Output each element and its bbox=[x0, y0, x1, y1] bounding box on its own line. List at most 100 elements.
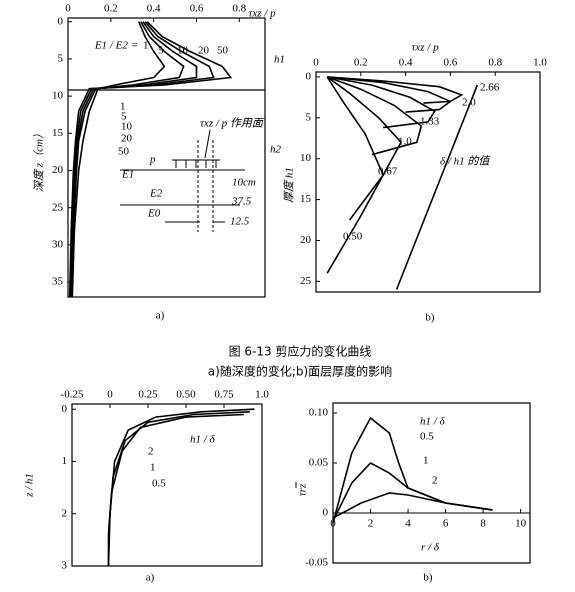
y-axis-label: τrz bbox=[297, 483, 309, 496]
curve-label: 20 bbox=[198, 45, 210, 57]
x-tick-label: 4 bbox=[405, 518, 411, 530]
annotation: h1 bbox=[274, 54, 285, 66]
y-tick-label: 15 bbox=[52, 127, 64, 139]
curve bbox=[70, 21, 185, 298]
curve-label: 50 bbox=[118, 146, 130, 158]
curve-label: 5 bbox=[121, 111, 127, 123]
x-tick-label: 1.0 bbox=[255, 389, 269, 401]
curve bbox=[332, 492, 493, 519]
annotation: 37.5 bbox=[231, 196, 252, 208]
curve-label: 1.0 bbox=[398, 136, 412, 148]
curve bbox=[332, 416, 493, 524]
x-tick-label: 2 bbox=[368, 518, 374, 530]
curve-label: 1 bbox=[143, 40, 149, 52]
y-tick-label: 2 bbox=[62, 507, 68, 519]
x-tick-label: 6 bbox=[443, 518, 449, 530]
y-tick-label: 20 bbox=[52, 164, 64, 176]
annotation: E1 bbox=[121, 169, 134, 181]
x-tick-label: 0.8 bbox=[232, 3, 246, 15]
y-tick-label: 10 bbox=[300, 152, 312, 164]
annotation: E1 / E2 = bbox=[94, 40, 138, 52]
y-tick-label: 20 bbox=[300, 234, 312, 246]
x-tick-label: 0.2 bbox=[104, 3, 118, 15]
x-tick-label: 0.6 bbox=[444, 57, 458, 69]
y-tick-label: 0.10 bbox=[309, 407, 329, 419]
annotation: h1 / δ bbox=[190, 434, 216, 446]
x-tick-label: 0.50 bbox=[176, 389, 196, 401]
annotation: δ / h1 的值 bbox=[440, 155, 491, 168]
curve bbox=[69, 21, 198, 298]
plot-frame bbox=[315, 71, 541, 293]
curve bbox=[68, 21, 233, 298]
annotation: E0 bbox=[147, 208, 161, 220]
x-tick-label: 0.6 bbox=[190, 3, 204, 15]
curve bbox=[327, 76, 436, 129]
y-tick-label: 1 bbox=[62, 455, 68, 467]
y-tick-label: 5 bbox=[58, 52, 64, 64]
y-tick-label: 0 bbox=[323, 507, 329, 519]
curve-label: 5 bbox=[158, 45, 164, 57]
x-tick-label: -0.25 bbox=[61, 389, 84, 401]
x-tick-label: 10 bbox=[515, 518, 527, 530]
curve-label: 1 bbox=[423, 455, 429, 467]
curve bbox=[107, 413, 244, 566]
y-tick-label: -0.05 bbox=[305, 557, 328, 569]
curve-label: 0.5 bbox=[420, 431, 434, 443]
plot-frame bbox=[332, 402, 531, 564]
annotation: E2 bbox=[149, 188, 163, 200]
y-tick-label: 0 bbox=[62, 403, 68, 415]
curve-label: 10 bbox=[121, 121, 133, 133]
x-tick-label: 0 bbox=[313, 57, 319, 69]
annotation: h1 / δ bbox=[420, 416, 446, 428]
curve bbox=[395, 84, 479, 290]
annotation: h2 bbox=[270, 144, 282, 156]
y-axis-label: 厚度 h1 bbox=[283, 167, 296, 203]
y-tick-label: 25 bbox=[300, 275, 312, 287]
curve-label: 0.50 bbox=[343, 231, 363, 243]
curve bbox=[107, 411, 250, 567]
x-axis-label: r / δ bbox=[421, 542, 440, 554]
y-tick-label: 0 bbox=[306, 70, 312, 82]
y-tick-label: 15 bbox=[300, 193, 312, 205]
curve-label: 2.66 bbox=[480, 82, 500, 94]
curve-label: 10 bbox=[177, 45, 189, 57]
curve bbox=[107, 408, 255, 567]
x-axis-label: τxz / p bbox=[411, 42, 439, 54]
x-axis-label: τxz / p bbox=[248, 8, 276, 20]
plot-frame bbox=[67, 17, 266, 298]
x-tick-label: 0.25 bbox=[138, 389, 158, 401]
curve-label: 1.33 bbox=[420, 116, 440, 128]
curve-label: 20 bbox=[121, 133, 133, 145]
x-tick-label: 0 bbox=[330, 518, 336, 530]
subcaption: a)随深度的变化;b)面层厚度的影响 bbox=[208, 364, 392, 379]
y-tick-label: 0 bbox=[58, 15, 64, 27]
sublabel: b) bbox=[423, 572, 433, 584]
x-tick-label: 1.0 bbox=[533, 57, 547, 69]
curve bbox=[326, 76, 423, 156]
curve-label: 2 bbox=[148, 446, 154, 458]
plot-frame bbox=[71, 403, 263, 567]
curve-label: 1 bbox=[120, 101, 126, 113]
curve bbox=[326, 76, 403, 221]
y-tick-label: 5 bbox=[306, 111, 312, 123]
x-tick-label: 0 bbox=[107, 389, 113, 401]
x-tick-label: 8 bbox=[480, 518, 486, 530]
x-tick-label: 0.8 bbox=[488, 57, 502, 69]
x-tick-label: 0 bbox=[65, 3, 71, 15]
y-tick-label: 30 bbox=[52, 238, 64, 250]
caption: 图 6-13 剪应力的变化曲线 bbox=[229, 344, 372, 359]
sublabel: a) bbox=[156, 310, 165, 322]
curve-label: 0.5 bbox=[152, 478, 166, 490]
x-tick-label: 0.4 bbox=[147, 3, 161, 15]
y-tick-label: 25 bbox=[52, 201, 64, 213]
curve bbox=[332, 462, 493, 522]
inset-diagram bbox=[120, 129, 245, 232]
annotation: 10cm bbox=[232, 177, 256, 189]
x-tick-label: 0.2 bbox=[354, 57, 368, 69]
y-axis-label: 深度 z（cm） bbox=[33, 128, 46, 192]
y-tick-label: 3 bbox=[62, 560, 68, 572]
annotation: 12.5 bbox=[230, 216, 250, 228]
curve bbox=[326, 76, 385, 274]
curve-label: 1 bbox=[150, 462, 156, 474]
